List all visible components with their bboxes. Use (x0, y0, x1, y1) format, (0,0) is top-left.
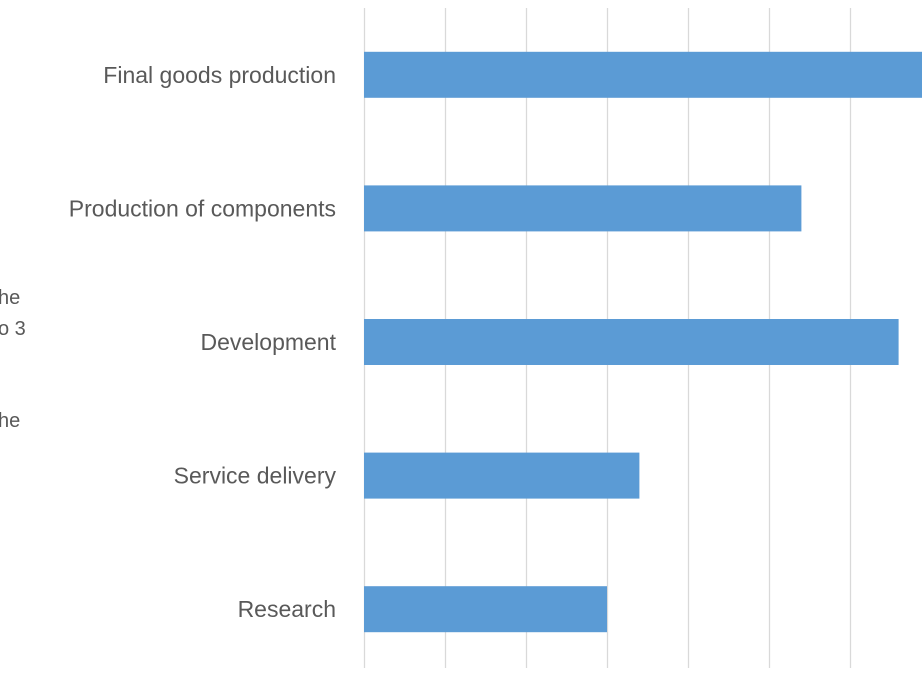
bar-service-delivery (364, 452, 640, 499)
bars (364, 51, 922, 633)
clipped-text-line-3: he (0, 410, 21, 432)
category-labels: Final goods production Production of comp… (69, 62, 337, 622)
bar-research (364, 586, 607, 633)
bar-final-goods-production (364, 51, 922, 98)
category-label: Final goods production (103, 62, 336, 88)
clipped-text-line-2: o 3 (0, 318, 26, 340)
category-label: Production of components (69, 195, 336, 221)
category-label: Development (200, 329, 336, 355)
bar-development (364, 319, 899, 365)
clipped-text-line-1: he (0, 287, 21, 309)
category-label: Research (238, 596, 336, 622)
category-label: Service delivery (174, 463, 337, 489)
bar-production-of-components (364, 185, 802, 232)
